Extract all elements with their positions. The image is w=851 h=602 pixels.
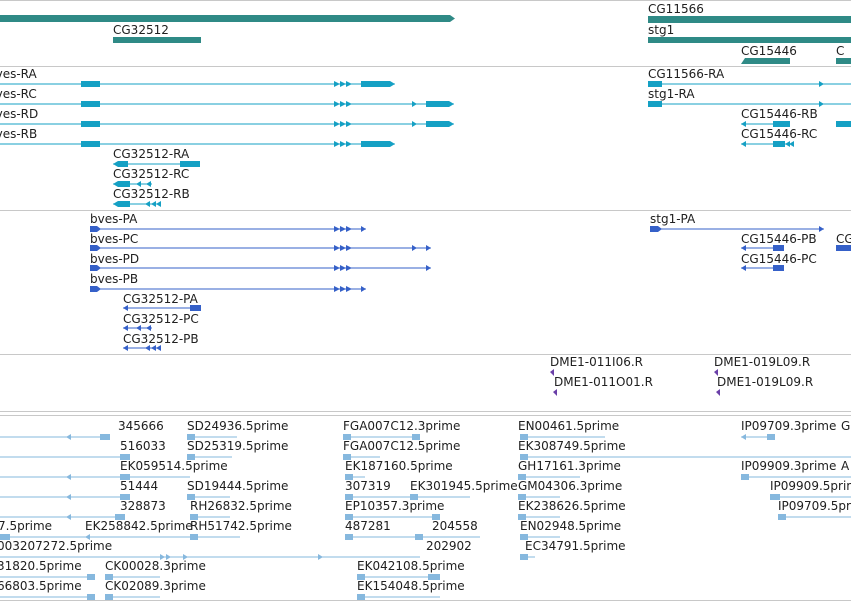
- est-label[interactable]: A: [841, 459, 850, 473]
- protein-track-glyphs: [90, 226, 851, 351]
- est-label[interactable]: GM04306.3prime: [518, 479, 623, 493]
- est-label[interactable]: G: [841, 419, 851, 433]
- est-label[interactable]: SD25319.5prime: [187, 439, 289, 453]
- est-label[interactable]: CK02089.3prime: [105, 579, 206, 593]
- est-label[interactable]: EK258842.5prime: [85, 519, 193, 533]
- est-label[interactable]: 66803.5prime: [0, 579, 82, 593]
- est-label[interactable]: CK00028.3prime: [105, 559, 206, 573]
- est-label[interactable]: IP09709.3prime: [741, 419, 837, 433]
- protein-label[interactable]: CG: [836, 232, 851, 246]
- transcript-label[interactable]: CG32512-RB: [113, 187, 190, 201]
- transcript-label[interactable]: CG15446-RB: [741, 107, 818, 121]
- est-label[interactable]: 7.5prime: [0, 519, 53, 533]
- gene-label[interactable]: C: [836, 44, 845, 58]
- track-divider: [0, 411, 851, 412]
- probe-label[interactable]: DME1-019L09.R: [717, 375, 814, 389]
- est-label[interactable]: 202902: [426, 539, 472, 553]
- est-label[interactable]: EK238626.5prime: [518, 499, 626, 513]
- gene-label[interactable]: CG11566: [648, 2, 704, 16]
- transcript-label[interactable]: bves-RA: [0, 67, 37, 81]
- est-label[interactable]: FGA007C12.5prime: [343, 439, 461, 453]
- probe-label[interactable]: DME1-011O01.R: [554, 375, 653, 389]
- est-label[interactable]: EK301945.5prime: [410, 479, 518, 493]
- protein-label[interactable]: bves-PA: [90, 212, 138, 226]
- probe-glyph[interactable]: [553, 389, 557, 396]
- est-label[interactable]: EK187160.5prime: [345, 459, 453, 473]
- protein-label[interactable]: CG15446-PB: [741, 232, 817, 246]
- est-label[interactable]: EP10357.3prime: [345, 499, 445, 513]
- transcript-label[interactable]: CG15446-RC: [741, 127, 818, 141]
- est-label[interactable]: 345666: [118, 419, 164, 433]
- est-label[interactable]: GH17161.3prime: [518, 459, 621, 473]
- gene-track-glyphs: [0, 15, 851, 64]
- gene-glyph[interactable]: [741, 58, 790, 64]
- probe-label[interactable]: DME1-011I06.R: [550, 355, 644, 369]
- est-label[interactable]: 307319: [345, 479, 391, 493]
- gene-label[interactable]: stg1: [648, 23, 675, 37]
- gene-glyph[interactable]: [113, 37, 201, 43]
- est-label[interactable]: 487281: [345, 519, 391, 533]
- transcript-label[interactable]: bves-RC: [0, 87, 37, 101]
- gene-glyph[interactable]: [0, 15, 455, 22]
- protein-label[interactable]: CG32512-PB: [123, 332, 199, 346]
- est-label[interactable]: RH51742.5prime: [190, 519, 292, 533]
- track-divider: [0, 0, 851, 1]
- protein-label[interactable]: bves-PC: [90, 232, 139, 246]
- track-divider: [0, 354, 851, 355]
- transcript-label[interactable]: bves-RD: [0, 107, 39, 121]
- est-label[interactable]: EK154048.5prime: [357, 579, 465, 593]
- est-label[interactable]: SD24936.5prime: [187, 419, 289, 433]
- transcript-label[interactable]: CG32512-RC: [113, 167, 190, 181]
- track-divider: [0, 210, 851, 211]
- protein-label[interactable]: stg1-PA: [650, 212, 696, 226]
- est-label[interactable]: 003207272.5prime: [0, 539, 113, 553]
- est-label[interactable]: FGA007C12.3prime: [343, 419, 461, 433]
- est-label[interactable]: EK042108.5prime: [357, 559, 465, 573]
- track-divider: [0, 415, 851, 416]
- gene-glyph[interactable]: [836, 58, 851, 64]
- est-label[interactable]: EC34791.5prime: [525, 539, 626, 553]
- est-label[interactable]: EN00461.5prime: [518, 419, 620, 433]
- transcript-label[interactable]: CG32512-RA: [113, 147, 190, 161]
- est-label[interactable]: 51444: [120, 479, 159, 493]
- gene-label[interactable]: CG32512: [113, 23, 169, 37]
- est-label[interactable]: IP09709.5prime: [778, 499, 851, 513]
- protein-label[interactable]: CG32512-PA: [123, 292, 198, 306]
- probe-label[interactable]: DME1-019L09.R: [714, 355, 811, 369]
- transcript-label[interactable]: CG11566-RA: [648, 67, 725, 81]
- gene-glyph[interactable]: [648, 37, 851, 43]
- est-label[interactable]: EN02948.5prime: [520, 519, 622, 533]
- est-label[interactable]: EK308749.5prime: [518, 439, 626, 453]
- probe-glyph[interactable]: [714, 369, 718, 376]
- track-divider: [0, 600, 851, 601]
- est-label[interactable]: RH26832.5prime: [190, 499, 292, 513]
- protein-label[interactable]: CG32512-PC: [123, 312, 199, 326]
- transcript-track-glyphs: [0, 81, 851, 207]
- est-label[interactable]: EK059514.5prime: [120, 459, 228, 473]
- probe-track-glyphs: [550, 369, 720, 396]
- gene-glyph[interactable]: [648, 16, 851, 23]
- est-label[interactable]: IP09909.5prime: [770, 479, 851, 493]
- probe-glyph[interactable]: [716, 389, 720, 396]
- transcript-label[interactable]: bves-RB: [0, 127, 38, 141]
- track-divider: [0, 66, 851, 67]
- est-label[interactable]: IP09909.3prime: [741, 459, 837, 473]
- est-label[interactable]: 516033: [120, 439, 166, 453]
- est-label[interactable]: SD19444.5prime: [187, 479, 289, 493]
- transcript-label[interactable]: stg1-RA: [648, 87, 695, 101]
- gene-label[interactable]: CG15446: [741, 44, 797, 58]
- est-label[interactable]: 204558: [432, 519, 478, 533]
- protein-label[interactable]: bves-PB: [90, 272, 139, 286]
- est-label[interactable]: 31820.5prime: [0, 559, 82, 573]
- est-label[interactable]: 328873: [120, 499, 166, 513]
- protein-label[interactable]: bves-PD: [90, 252, 140, 266]
- probe-glyph[interactable]: [550, 369, 554, 376]
- protein-label[interactable]: CG15446-PC: [741, 252, 817, 266]
